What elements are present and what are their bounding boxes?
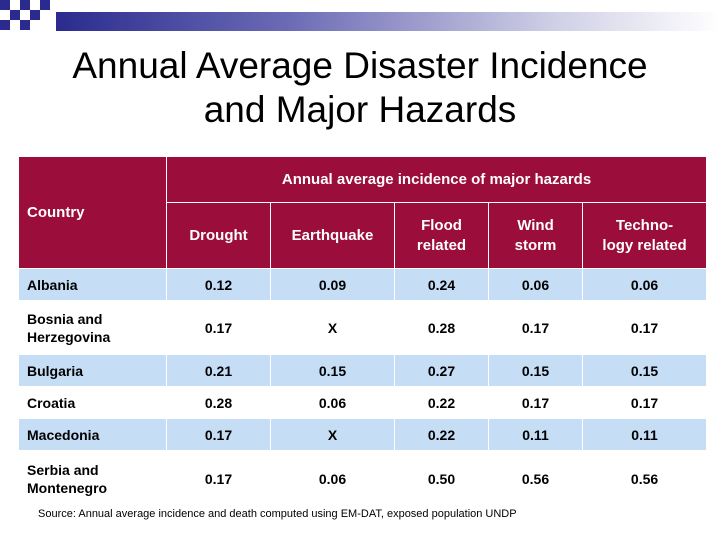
value-cell: 0.17: [488, 386, 583, 419]
value-cell: 0.11: [581, 418, 708, 451]
value-cell: X: [270, 300, 395, 355]
value-cell: 0.21: [166, 354, 271, 387]
decorative-checker-corner: [0, 0, 60, 36]
table-row: Croatia 0.28 0.06 0.22 0.17 0.17: [18, 386, 708, 419]
country-cell: Croatia: [18, 386, 167, 419]
checker-square: [0, 0, 10, 10]
country-cell: Bosnia and Herzegovina: [18, 300, 167, 355]
value-cell: 0.27: [394, 354, 489, 387]
value-cell: 0.15: [488, 354, 583, 387]
country-cell: Serbia and Montenegro: [18, 450, 167, 507]
value-cell: 0.17: [166, 418, 271, 451]
source-note: Source: Annual average incidence and dea…: [38, 508, 517, 520]
table-row: Albania 0.12 0.09 0.24 0.06 0.06: [18, 268, 708, 301]
country-header: Country: [18, 156, 167, 269]
decorative-gradient-bar: [56, 12, 720, 31]
value-cell: 0.12: [166, 268, 271, 301]
value-cell: 0.56: [581, 450, 708, 507]
table-row: Bosnia and Herzegovina 0.17 X 0.28 0.17 0…: [18, 300, 708, 355]
value-cell: 0.06: [488, 268, 583, 301]
checker-square: [20, 0, 30, 10]
checker-square: [20, 20, 30, 30]
slide-title: Annual Average Disaster Incidence and Ma…: [0, 44, 720, 132]
value-cell: 0.28: [166, 386, 271, 419]
checker-square: [0, 20, 10, 30]
checker-square: [40, 0, 50, 10]
value-cell: 0.15: [270, 354, 395, 387]
group-header: Annual average incidence of major hazard…: [165, 156, 708, 203]
column-header-wind-storm: Wind storm: [488, 202, 583, 269]
country-cell: Macedonia: [18, 418, 167, 451]
value-cell: 0.15: [581, 354, 708, 387]
value-cell: 0.50: [394, 450, 489, 507]
hazard-incidence-table: Country Annual average incidence of majo…: [18, 156, 708, 507]
value-cell: 0.28: [394, 300, 489, 355]
column-header-technology: Techno-logy related: [581, 202, 708, 269]
title-line-2: and Major Hazards: [203, 89, 517, 130]
checker-square: [30, 10, 40, 20]
value-cell: 0.56: [488, 450, 583, 507]
title-line-1: Annual Average Disaster Incidence: [72, 45, 648, 86]
checker-square: [10, 10, 20, 20]
column-header-earthquake: Earthquake: [270, 202, 395, 269]
value-cell: 0.22: [394, 418, 489, 451]
table-row: Serbia and Montenegro 0.17 0.06 0.50 0.56…: [18, 450, 708, 507]
value-cell: 0.11: [488, 418, 583, 451]
value-cell: 0.06: [581, 268, 708, 301]
value-cell: 0.09: [270, 268, 395, 301]
value-cell: 0.24: [394, 268, 489, 301]
column-header-drought: Drought: [166, 202, 271, 269]
value-cell: 0.17: [166, 300, 271, 355]
value-cell: 0.06: [270, 386, 395, 419]
country-cell: Bulgaria: [18, 354, 167, 387]
country-cell: Albania: [18, 268, 167, 301]
value-cell: 0.06: [270, 450, 395, 507]
value-cell: 0.17: [581, 386, 708, 419]
table-row: Bulgaria 0.21 0.15 0.27 0.15 0.15: [18, 354, 708, 387]
column-header-flood: Flood related: [394, 202, 489, 269]
table-row: Macedonia 0.17 X 0.22 0.11 0.11: [18, 418, 708, 451]
value-cell: 0.17: [581, 300, 708, 355]
value-cell: 0.17: [488, 300, 583, 355]
value-cell: 0.22: [394, 386, 489, 419]
value-cell: X: [270, 418, 395, 451]
value-cell: 0.17: [166, 450, 271, 507]
